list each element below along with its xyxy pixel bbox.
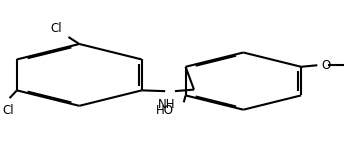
Text: O: O <box>321 59 330 72</box>
Text: Cl: Cl <box>2 104 14 117</box>
Text: Cl: Cl <box>50 22 62 35</box>
Text: HO: HO <box>156 104 174 117</box>
Text: NH: NH <box>158 98 176 111</box>
